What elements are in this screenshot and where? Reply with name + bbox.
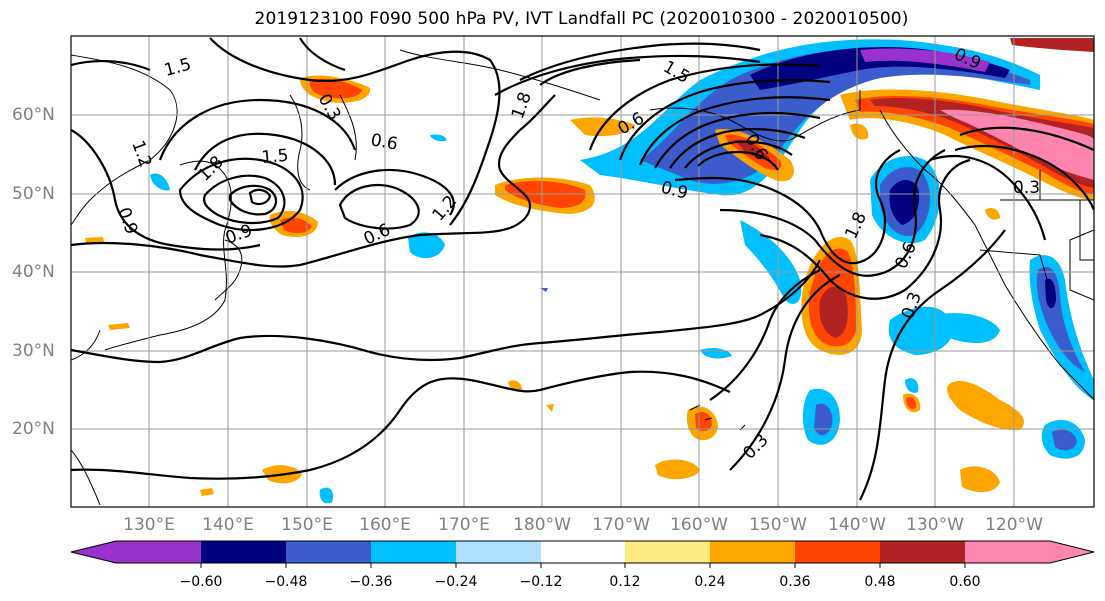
contour-label: 1.8	[841, 209, 871, 242]
lon-label: 150°W	[749, 515, 807, 535]
lon-label: 130°E	[123, 515, 175, 535]
map-title: 2019123100 F090 500 hPa PV, IVT Landfall…	[254, 9, 909, 29]
lon-label: 160°E	[359, 515, 411, 535]
colorbar-segment	[116, 541, 201, 563]
colorbar-tick-label: −0.60	[179, 574, 223, 590]
lon-label: 140°W	[828, 515, 886, 535]
colorbar-segment	[965, 541, 1050, 563]
lon-label: 120°W	[985, 515, 1043, 535]
colorbar-left-extend	[71, 541, 116, 563]
colorbar-right-extend	[1050, 541, 1094, 563]
colorbar-segment	[710, 541, 795, 563]
colorbar	[70, 540, 1095, 568]
contour-label: 1.2	[429, 192, 462, 226]
map-frame	[70, 35, 1095, 508]
colorbar-segment	[625, 541, 710, 563]
colorbar-tick-label: 0.60	[949, 574, 981, 590]
colorbar-segment	[880, 541, 965, 563]
lat-label: 50°N	[12, 184, 55, 204]
contour-label: 0.6	[369, 130, 399, 154]
colorbar-tick-label: 0.12	[609, 574, 641, 590]
lon-label: 150°E	[281, 515, 333, 535]
coastlines	[71, 49, 1094, 506]
colorbar-tick-label: −0.36	[349, 574, 393, 590]
colorbar-segment	[795, 541, 880, 563]
colorbar-segment	[456, 541, 541, 563]
lon-label: 180°W	[513, 515, 571, 535]
lat-label: 40°N	[12, 262, 55, 282]
contour-label: 1.8	[508, 89, 536, 121]
colorbar-tick-label: −0.48	[264, 574, 308, 590]
contour-label: 1.2	[127, 138, 155, 170]
contour-label: 0.3	[739, 430, 772, 463]
lon-label: 140°E	[202, 515, 254, 535]
contour-label: 1.5	[261, 146, 290, 168]
colorbar-segment	[286, 541, 371, 563]
lat-label: 20°N	[12, 419, 55, 439]
colorbar-tick-label: 0.36	[779, 574, 811, 590]
pv-contours	[71, 37, 1094, 501]
colorbar-segment	[371, 541, 456, 563]
pv-shading	[85, 38, 1094, 504]
lon-label: 170°W	[592, 515, 650, 535]
lat-label: 30°N	[12, 341, 55, 361]
contour-label: 0.3	[1013, 178, 1040, 198]
colorbar-segment	[541, 541, 625, 563]
colorbar-tick-label: 0.48	[864, 574, 896, 590]
contour-label: 1.5	[162, 55, 193, 81]
lon-label: 170°E	[438, 515, 490, 535]
colorbar-tick-label: 0.24	[694, 574, 726, 590]
colorbar-segment	[201, 541, 286, 563]
colorbar-tick-label: −0.12	[519, 574, 563, 590]
lat-label: 60°N	[12, 105, 55, 125]
lon-label: 130°W	[906, 515, 964, 535]
colorbar-tick-label: −0.24	[434, 574, 478, 590]
contour-label: 0.6	[361, 220, 394, 250]
lon-label: 160°W	[670, 515, 728, 535]
